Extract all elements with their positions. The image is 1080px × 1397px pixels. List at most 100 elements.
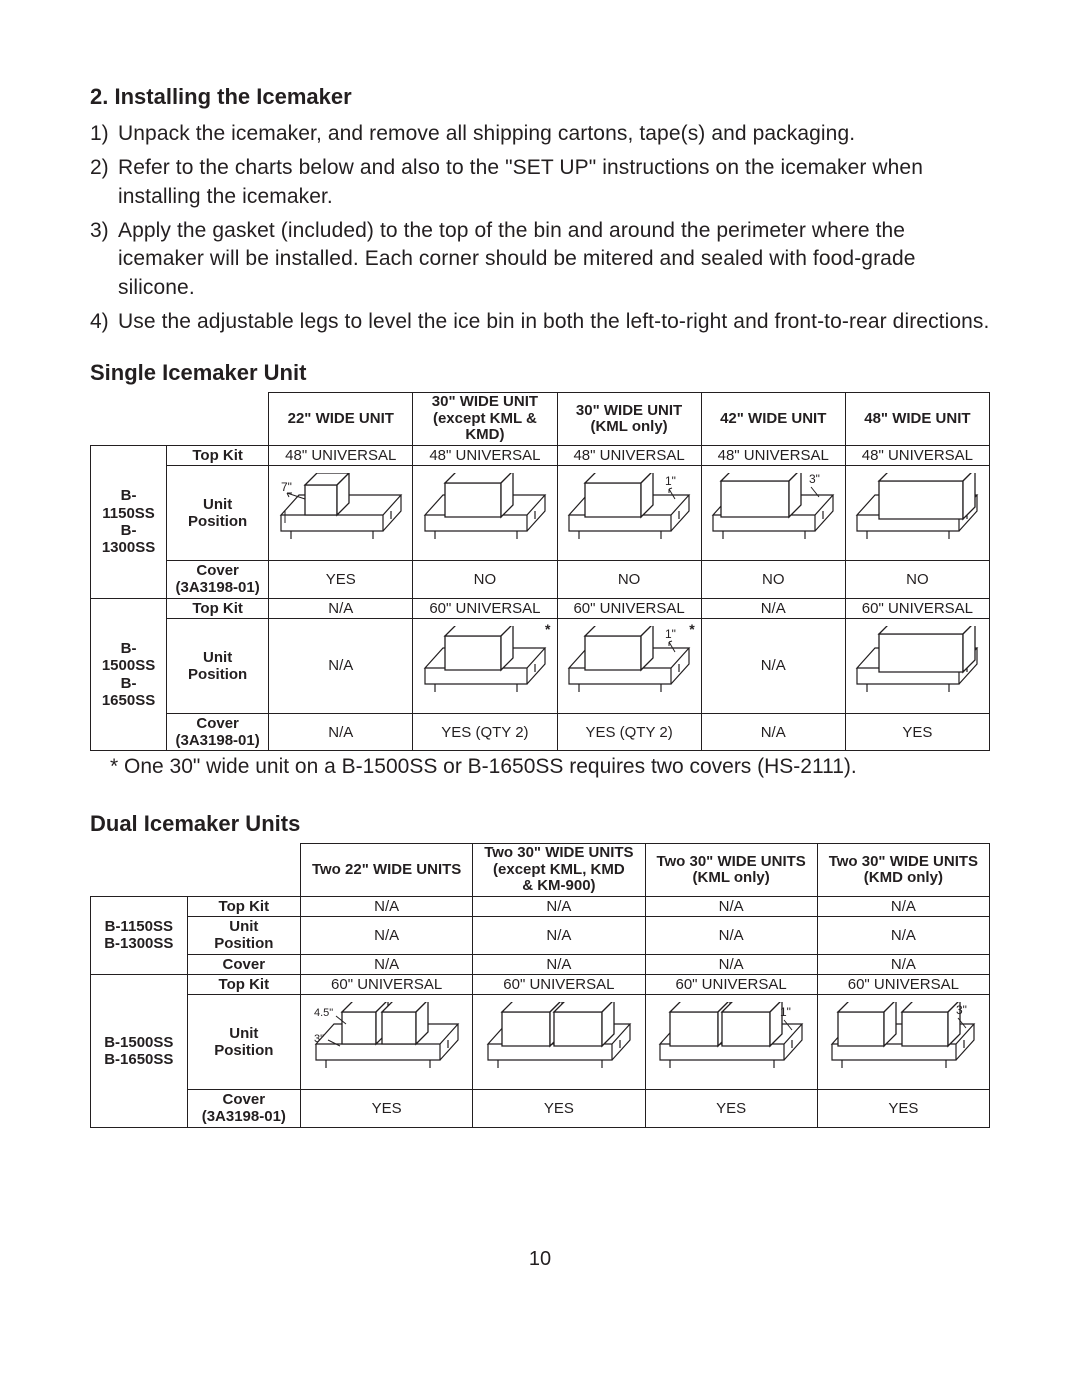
attr-cover: Cover(3A3198-01) <box>167 713 269 751</box>
cover-cell: YES <box>645 1090 817 1128</box>
col-header: Two 30" WIDE UNITS(except KML, KMD & KM-… <box>473 844 645 897</box>
page-number: 10 <box>90 1248 990 1271</box>
cover-cell: N/A <box>645 954 817 974</box>
pos-cell: N/A <box>301 917 473 955</box>
pos-cell <box>845 466 989 561</box>
topkit-cell: 60" UNIVERSAL <box>557 598 701 618</box>
single-heading: Single Icemaker Unit <box>90 360 990 386</box>
step-item: 3) Apply the gasket (included) to the to… <box>90 217 990 302</box>
col-header: 48" WIDE UNIT <box>845 393 989 446</box>
dual-heading: Dual Icemaker Units <box>90 811 990 837</box>
topkit-cell: 48" UNIVERSAL <box>269 445 413 465</box>
col-header: 30" WIDE UNIT(KML only) <box>557 393 701 446</box>
svg-text:3": 3" <box>809 473 820 486</box>
section-number: 2. <box>90 84 108 109</box>
step-number: 3) <box>90 217 118 302</box>
cover-cell: YES (QTY 2) <box>557 713 701 751</box>
pos-cell: 3" <box>701 466 845 561</box>
svg-text:1": 1" <box>780 1005 791 1019</box>
attr-cover: Cover(3A3198-01) <box>167 561 269 599</box>
pos-cell: N/A <box>701 618 845 713</box>
pos-cell: N/A <box>645 917 817 955</box>
col-header: Two 22" WIDE UNITS <box>301 844 473 897</box>
col-header: Two 30" WIDE UNITS(KMD only) <box>817 844 989 897</box>
cover-cell: N/A <box>701 713 845 751</box>
cover-cell: NO <box>557 561 701 599</box>
pos-cell: 1" <box>557 466 701 561</box>
attr-cover: Cover(3A3198-01) <box>187 1090 300 1128</box>
model-label: B-1150SSB-1300SS <box>91 445 167 598</box>
step-text: Use the adjustable legs to level the ice… <box>118 308 990 336</box>
attr-topkit: Top Kit <box>187 974 300 994</box>
col-header: 30" WIDE UNIT(except KML & KMD) <box>413 393 557 446</box>
step-item: 4) Use the adjustable legs to level the … <box>90 308 990 336</box>
model-label: B-1150SSB-1300SS <box>91 896 188 974</box>
col-header: Two 30" WIDE UNITS(KML only) <box>645 844 817 897</box>
cover-cell: N/A <box>817 954 989 974</box>
cover-cell: N/A <box>269 713 413 751</box>
pos-cell: N/A <box>473 917 645 955</box>
single-footnote: * One 30" wide unit on a B-1500SS or B-1… <box>110 755 990 779</box>
pos-cell: N/A <box>817 917 989 955</box>
attr-unitpos: Unit Position <box>167 618 269 713</box>
topkit-cell: 60" UNIVERSAL <box>301 974 473 994</box>
cover-cell: NO <box>413 561 557 599</box>
step-text: Apply the gasket (included) to the top o… <box>118 217 990 302</box>
attr-topkit: Top Kit <box>187 896 300 916</box>
step-number: 1) <box>90 120 118 148</box>
col-header: 42" WIDE UNIT <box>701 393 845 446</box>
cover-cell: NO <box>845 561 989 599</box>
topkit-cell: 48" UNIVERSAL <box>845 445 989 465</box>
dual-icemaker-table: Two 22" WIDE UNITSTwo 30" WIDE UNITS(exc… <box>90 843 990 1127</box>
svg-text:1": 1" <box>665 627 676 641</box>
topkit-cell: N/A <box>301 896 473 916</box>
topkit-cell: 60" UNIVERSAL <box>817 974 989 994</box>
pos-cell: * 1" <box>557 618 701 713</box>
topkit-cell: N/A <box>473 896 645 916</box>
topkit-cell: 60" UNIVERSAL <box>845 598 989 618</box>
svg-text:1": 1" <box>665 474 676 488</box>
topkit-cell: 60" UNIVERSAL <box>645 974 817 994</box>
step-item: 1) Unpack the icemaker, and remove all s… <box>90 120 990 148</box>
cover-cell: YES <box>269 561 413 599</box>
model-label: B-1500SSB-1650SS <box>91 598 167 751</box>
pos-cell <box>413 466 557 561</box>
cover-cell: YES <box>817 1090 989 1128</box>
single-icemaker-table: 22" WIDE UNIT30" WIDE UNIT(except KML & … <box>90 392 990 751</box>
svg-text:7": 7" <box>281 480 292 494</box>
topkit-cell: 48" UNIVERSAL <box>701 445 845 465</box>
svg-text:4.5": 4.5" <box>314 1007 333 1019</box>
attr-unitpos: Unit Position <box>167 466 269 561</box>
pos-cell <box>473 995 645 1090</box>
svg-text:3": 3" <box>956 1003 967 1017</box>
cover-cell: YES <box>301 1090 473 1128</box>
attr-topkit: Top Kit <box>167 445 269 465</box>
pos-cell: 3" <box>817 995 989 1090</box>
pos-cell: 7" <box>269 466 413 561</box>
topkit-cell: N/A <box>645 896 817 916</box>
cover-cell: N/A <box>301 954 473 974</box>
attr-unitpos: UnitPosition <box>187 917 300 955</box>
attr-topkit: Top Kit <box>167 598 269 618</box>
cover-cell: N/A <box>473 954 645 974</box>
attr-cover: Cover <box>187 954 300 974</box>
topkit-cell: N/A <box>701 598 845 618</box>
step-item: 2) Refer to the charts below and also to… <box>90 154 990 211</box>
pos-cell: 4.5" 3" <box>301 995 473 1090</box>
pos-cell: 1" <box>645 995 817 1090</box>
step-number: 2) <box>90 154 118 211</box>
attr-unitpos: UnitPosition <box>187 995 300 1090</box>
steps-list: 1) Unpack the icemaker, and remove all s… <box>90 120 990 336</box>
pos-cell: * <box>413 618 557 713</box>
cover-cell: YES <box>845 713 989 751</box>
topkit-cell: 60" UNIVERSAL <box>473 974 645 994</box>
pos-cell: N/A <box>269 618 413 713</box>
section-title: Installing the Icemaker <box>114 84 351 109</box>
topkit-cell: 60" UNIVERSAL <box>413 598 557 618</box>
step-text: Refer to the charts below and also to th… <box>118 154 990 211</box>
topkit-cell: N/A <box>269 598 413 618</box>
cover-cell: NO <box>701 561 845 599</box>
topkit-cell: 48" UNIVERSAL <box>557 445 701 465</box>
cover-cell: YES (QTY 2) <box>413 713 557 751</box>
pos-cell <box>845 618 989 713</box>
